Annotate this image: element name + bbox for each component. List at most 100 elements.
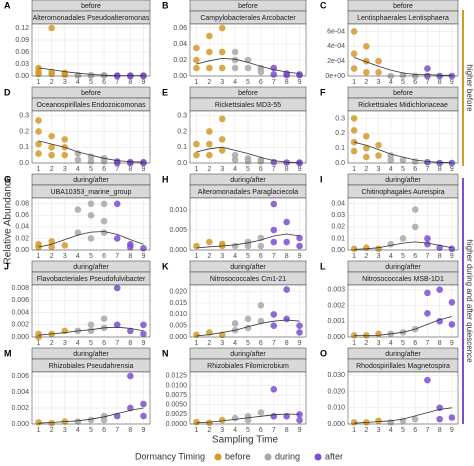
point [140, 321, 147, 329]
point [61, 136, 69, 143]
x-tick-label: 1 [194, 166, 198, 173]
side-label: higher during and after quiescence [465, 239, 474, 363]
point [48, 143, 55, 151]
panel-letter: C [320, 0, 327, 10]
panel-letter: J [4, 261, 9, 271]
x-tick-label: 8 [128, 340, 132, 347]
y-tick-label: 0.01 [331, 235, 345, 242]
x-tick-label: 5 [401, 166, 405, 173]
y-tick-label: 0.00 [15, 73, 29, 80]
point [218, 115, 226, 123]
point [363, 42, 370, 50]
x-tick-label: 9 [450, 253, 454, 260]
point [231, 64, 239, 72]
x-tick-label: 4 [76, 253, 80, 260]
x-tick-label: 7 [115, 427, 119, 434]
y-tick-label: 0.3 [335, 115, 345, 122]
panel-title: Flavobacteriales Pseudofulvibacter [37, 276, 146, 283]
y-tick-label: 0.3 [177, 113, 187, 120]
point [257, 302, 265, 309]
x-tick-label: 1 [352, 166, 356, 173]
panel-letter: E [162, 87, 168, 97]
x-tick-label: 9 [298, 79, 302, 86]
x-tick-label: 8 [128, 427, 132, 434]
x-tick-label: 9 [141, 427, 145, 434]
point [296, 234, 303, 242]
panel-letter: D [4, 87, 11, 97]
x-tick-label: 4 [76, 340, 80, 347]
point [363, 244, 370, 251]
panel-title: Rickettsiales Midichloriaceae [358, 102, 448, 109]
x-tick-label: 4 [389, 166, 393, 173]
y-tick-label: 0.006 [11, 373, 29, 380]
point [399, 156, 407, 164]
x-tick-label: 1 [37, 340, 41, 347]
y-tick-label: 0.0050 [166, 402, 188, 409]
side-label: higher before [465, 64, 474, 112]
plot-border [347, 284, 459, 338]
x-tick-label: 3 [377, 427, 381, 434]
x-tick-label: 5 [89, 427, 93, 434]
point [244, 324, 252, 332]
x-tick-label: 8 [438, 427, 442, 434]
point [100, 200, 108, 208]
y-tick-label: 0.030 [327, 372, 345, 379]
x-tick-label: 1 [352, 427, 356, 434]
x-tick-label: 5 [246, 79, 250, 86]
point [74, 206, 82, 213]
point [375, 141, 382, 149]
point [350, 127, 358, 134]
y-tick-label: 0.000 [327, 421, 345, 428]
y-tick-label: 0.000 [11, 421, 29, 428]
y-tick-label: 0.03 [15, 61, 29, 68]
x-tick-label: 8 [128, 79, 132, 86]
point [48, 243, 55, 251]
point [231, 151, 239, 159]
point [283, 412, 290, 420]
y-tick-label: 0.002 [11, 322, 29, 329]
x-tick-label: 7 [272, 340, 276, 347]
point [193, 331, 200, 339]
x-tick-label: 8 [438, 166, 442, 173]
point [206, 64, 213, 72]
point [448, 321, 456, 328]
x-tick-label: 6 [259, 427, 263, 434]
y-tick-label: 0e+00 [325, 73, 345, 80]
point [231, 320, 239, 327]
point [424, 158, 431, 166]
point [375, 245, 382, 253]
point [87, 71, 95, 79]
point [100, 416, 108, 424]
y-tick-label: 0.0 [19, 160, 29, 167]
y-tick-label: 0.06 [15, 212, 29, 219]
point [231, 156, 239, 164]
y-tick-label: 0.006 [11, 297, 29, 304]
point [127, 372, 134, 380]
trend-line [196, 413, 300, 424]
x-tick-label: 1 [352, 340, 356, 347]
point [231, 242, 239, 250]
strip-timing: during/after [385, 264, 421, 271]
y-tick-label: 0.020 [327, 388, 345, 395]
point [270, 386, 278, 393]
x-tick-label: 4 [389, 427, 393, 434]
point [113, 284, 121, 292]
point [35, 419, 42, 426]
point [399, 235, 407, 242]
plot-border [189, 284, 307, 338]
point [74, 150, 82, 157]
y-tick-label: 0.015 [169, 300, 187, 307]
x-tick-label: 5 [246, 253, 250, 260]
point [206, 140, 213, 148]
x-tick-label: 2 [364, 427, 368, 434]
x-tick-label: 4 [76, 427, 80, 434]
trend-line [354, 141, 452, 164]
plot-border [189, 23, 307, 77]
point [363, 132, 370, 140]
strip-timing: during/after [385, 177, 421, 184]
x-tick-label: 7 [272, 253, 276, 260]
point [87, 416, 95, 424]
x-tick-label: 8 [438, 253, 442, 260]
x-tick-label: 9 [450, 427, 454, 434]
point [244, 242, 252, 250]
